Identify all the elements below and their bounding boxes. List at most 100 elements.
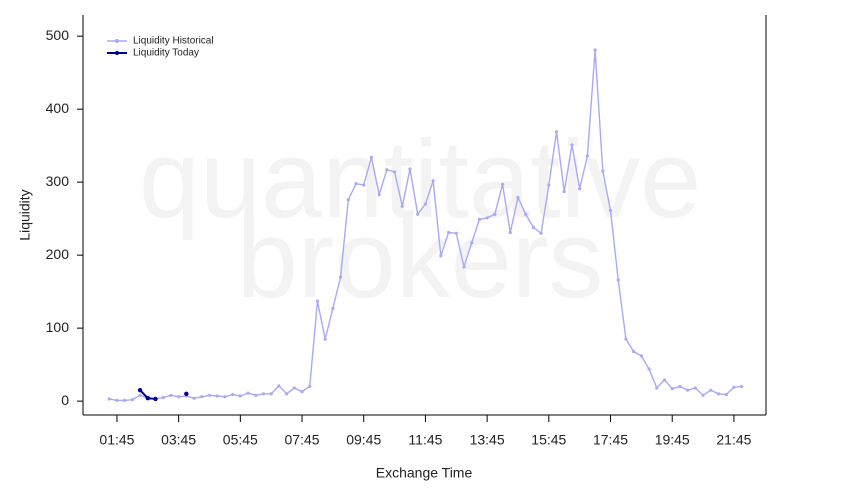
data-point [593, 48, 597, 52]
data-point [238, 394, 242, 398]
data-point [392, 170, 397, 174]
data-point [701, 393, 705, 397]
data-point [346, 198, 350, 202]
y-tick-label: 500 [46, 27, 70, 43]
x-tick-label: 09:45 [346, 432, 381, 448]
x-tick-label: 03:45 [161, 432, 196, 448]
data-point [377, 192, 381, 197]
data-point [454, 231, 458, 235]
data-point [246, 391, 250, 395]
y-tick-label: 400 [46, 100, 70, 116]
data-point [662, 378, 667, 382]
data-point [716, 392, 721, 396]
data-point [323, 337, 327, 341]
data-point [477, 217, 482, 221]
data-point [184, 391, 189, 397]
data-point [138, 393, 142, 397]
data-point [524, 212, 528, 216]
y-tick-label: 0 [61, 392, 69, 408]
data-point [277, 384, 281, 388]
data-point [423, 202, 428, 206]
data-point [724, 392, 728, 397]
data-point [601, 169, 605, 173]
data-point [678, 384, 682, 389]
data-point [539, 231, 543, 235]
x-tick-label: 01:45 [99, 432, 134, 448]
data-point [578, 187, 582, 191]
data-point [285, 392, 289, 396]
data-point [740, 384, 744, 389]
data-point [709, 388, 713, 392]
data-point [686, 388, 690, 392]
y-tick-label: 200 [46, 246, 70, 262]
data-point [107, 397, 111, 401]
data-point [200, 395, 204, 399]
data-point [130, 398, 134, 402]
x-tick-label: 05:45 [223, 432, 258, 448]
data-point [169, 393, 173, 397]
data-point [331, 306, 335, 311]
data-point [570, 143, 574, 147]
data-point [416, 212, 420, 216]
data-point [655, 386, 659, 390]
data-point [408, 167, 412, 171]
data-point [153, 396, 158, 402]
legend-label: Liquidity Historical [133, 36, 214, 47]
data-point [508, 230, 512, 235]
x-tick-label: 21:45 [716, 432, 751, 448]
data-point [462, 265, 466, 269]
x-tick-label: 07:45 [285, 432, 320, 448]
x-tick-label: 19:45 [655, 432, 690, 448]
data-point [123, 398, 127, 403]
data-point [223, 395, 227, 399]
data-point [400, 204, 404, 208]
data-point [639, 354, 643, 358]
data-point [608, 209, 613, 213]
data-point [300, 390, 304, 394]
data-point [670, 387, 674, 391]
data-point [354, 182, 358, 186]
legend-label: Liquidity Today [133, 48, 199, 59]
data-point [470, 241, 474, 245]
data-point [624, 337, 628, 341]
data-point [308, 384, 312, 389]
watermark-line: brokers [237, 198, 604, 321]
data-point [693, 386, 697, 390]
data-point [338, 275, 343, 279]
y-axis-label: Liquidity [17, 189, 33, 240]
x-tick-label: 17:45 [593, 432, 628, 448]
data-point [115, 398, 119, 403]
data-point [516, 195, 520, 200]
data-point [254, 393, 258, 397]
data-point [446, 230, 451, 235]
watermark-line: quantitative [139, 118, 702, 241]
data-point [547, 183, 551, 187]
data-point [207, 393, 212, 397]
data-point [554, 130, 559, 134]
data-point [493, 212, 497, 216]
data-point [616, 278, 620, 282]
data-point [585, 154, 589, 158]
data-point [215, 394, 219, 398]
data-point [732, 385, 736, 389]
data-point [231, 392, 235, 397]
data-point [315, 299, 320, 303]
data-point [632, 349, 636, 354]
y-tick-label: 100 [46, 319, 70, 335]
x-tick-label: 15:45 [531, 432, 566, 448]
x-tick-label: 11:45 [408, 432, 442, 448]
watermark: quantitative brokers [139, 118, 702, 321]
data-point [385, 168, 389, 172]
data-point [369, 155, 374, 159]
data-point [269, 392, 273, 396]
data-point [292, 386, 296, 390]
data-point [431, 179, 435, 183]
x-tick-label: 13:45 [470, 432, 505, 448]
data-point [161, 395, 165, 400]
data-point [261, 392, 266, 396]
data-point [562, 190, 566, 194]
data-point [362, 183, 366, 187]
data-point [647, 367, 651, 371]
legend-marker [115, 51, 119, 55]
